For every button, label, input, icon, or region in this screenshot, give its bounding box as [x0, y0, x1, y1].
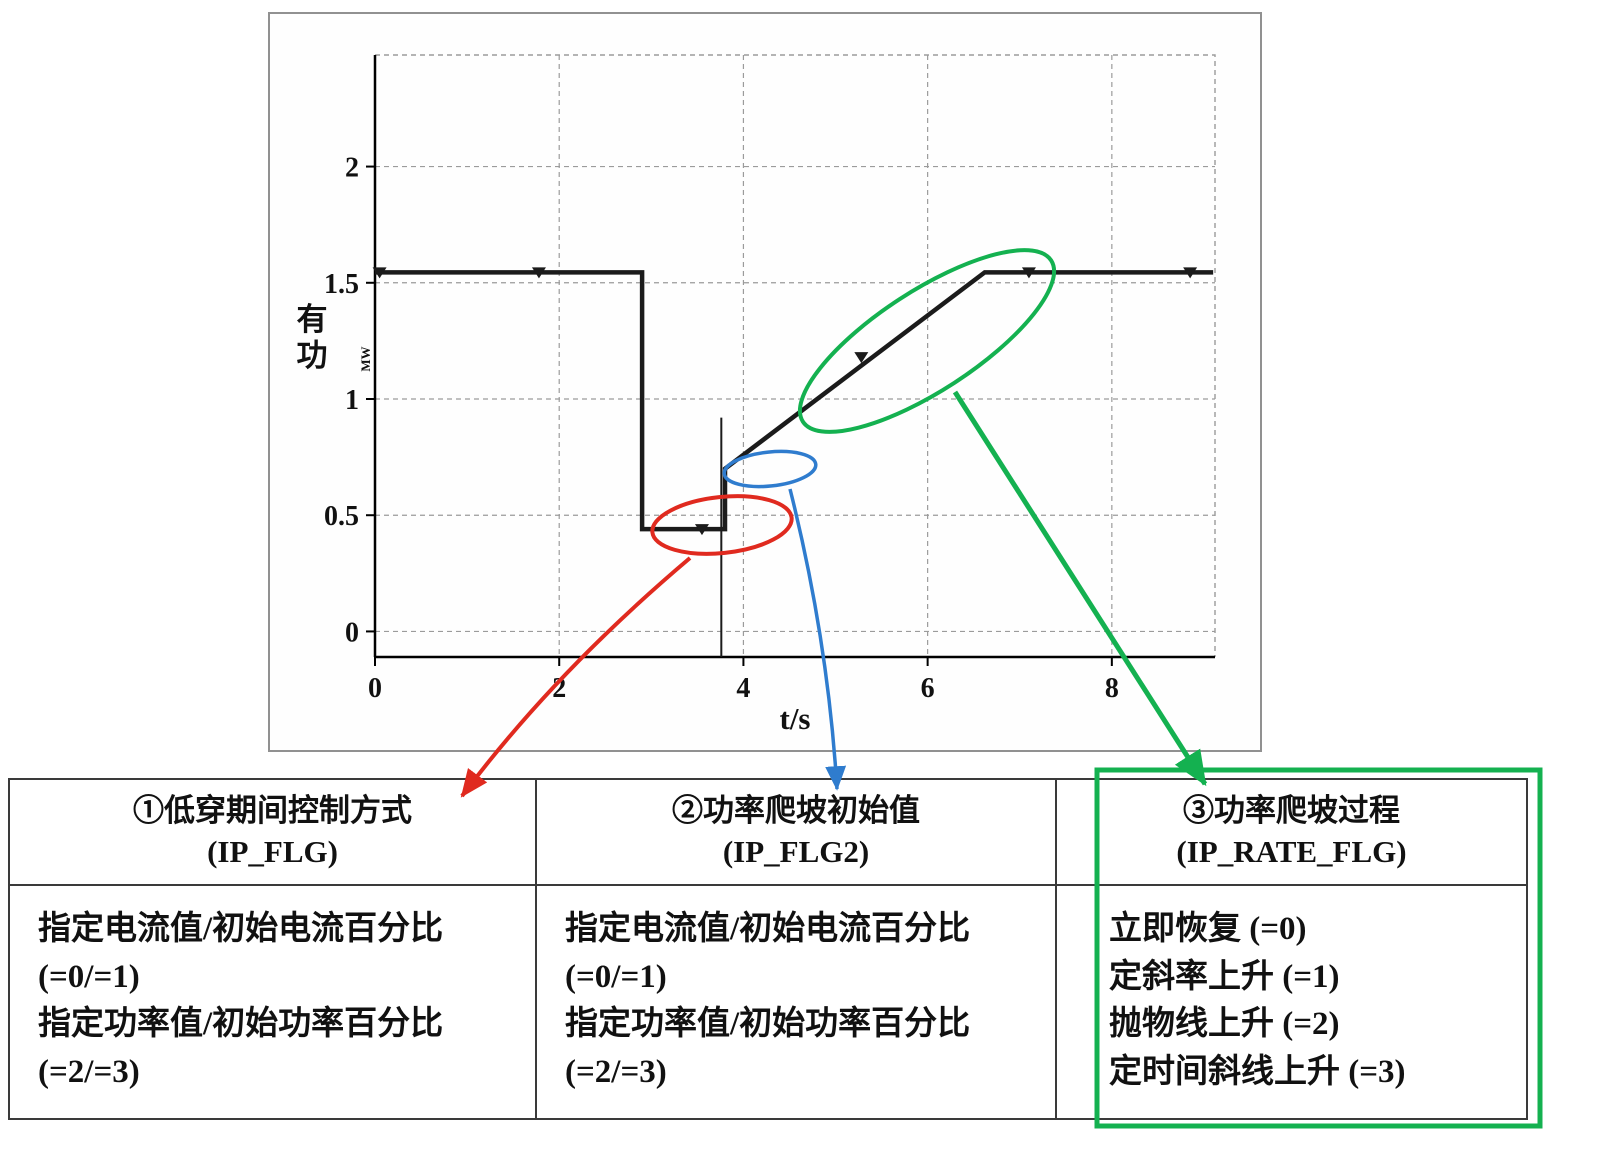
- table-header-ip-rate-flg: ③功率爬坡过程 (IP_RATE_FLG): [1057, 780, 1526, 886]
- y-tick-label: 1: [345, 385, 359, 416]
- y-axis-title: 功: [297, 338, 328, 373]
- table-header-ip-flg: ①低穿期间控制方式 (IP_FLG): [10, 780, 537, 886]
- table-header-row: ①低穿期间控制方式 (IP_FLG) ②功率爬坡初始值 (IP_FLG2) ③功…: [10, 780, 1526, 886]
- x-tick-label: 2: [552, 673, 566, 704]
- y-tick-label: 0.5: [324, 501, 359, 532]
- curve-marker: [372, 267, 387, 279]
- x-tick-label: 8: [1105, 673, 1119, 704]
- table-header-ip-flg2: ②功率爬坡初始值 (IP_FLG2): [537, 780, 1057, 886]
- power-curve: [375, 270, 1214, 532]
- curve-marker: [531, 267, 546, 279]
- power-curve-chart: 0 2 4 6 8 0 0.5 1 1.5 2 t/s 有功 MW: [297, 54, 1216, 736]
- chart-panel: 0 2 4 6 8 0 0.5 1 1.5 2 t/s 有功 MW: [268, 12, 1262, 752]
- x-tick-label: 0: [368, 673, 382, 704]
- table-cell-ip-flg2-options: 指定电流值/初始电流百分比 (=0/=1) 指定功率值/初始功率百分比 (=2/…: [537, 886, 1057, 1118]
- plot-frame: [375, 54, 1216, 657]
- y-tick-label: 1.5: [324, 269, 359, 300]
- curve-marker: [1183, 267, 1198, 279]
- x-axis-title: t/s: [780, 701, 811, 736]
- parameter-table: ①低穿期间控制方式 (IP_FLG) ②功率爬坡初始值 (IP_FLG2) ③功…: [8, 778, 1528, 1120]
- table-cell-ip-rate-flg-options: 立即恢复 (=0) 定斜率上升 (=1) 抛物线上升 (=2) 定时间斜线上升 …: [1109, 911, 1406, 1090]
- x-tick-label: 6: [921, 673, 935, 704]
- y-tick-label: 2: [345, 153, 359, 184]
- table-body-row: 指定电流值/初始电流百分比 (=0/=1) 指定功率值/初始功率百分比 (=2/…: [10, 886, 1526, 1118]
- x-tick-label: 4: [736, 673, 750, 704]
- table-cell-ip-flg-options: 指定电流值/初始电流百分比 (=0/=1) 指定功率值/初始功率百分比 (=2/…: [10, 886, 537, 1118]
- y-axis-title: 有: [297, 302, 328, 337]
- y-axis-unit: MW: [358, 346, 373, 371]
- y-tick-label: 0: [345, 617, 359, 648]
